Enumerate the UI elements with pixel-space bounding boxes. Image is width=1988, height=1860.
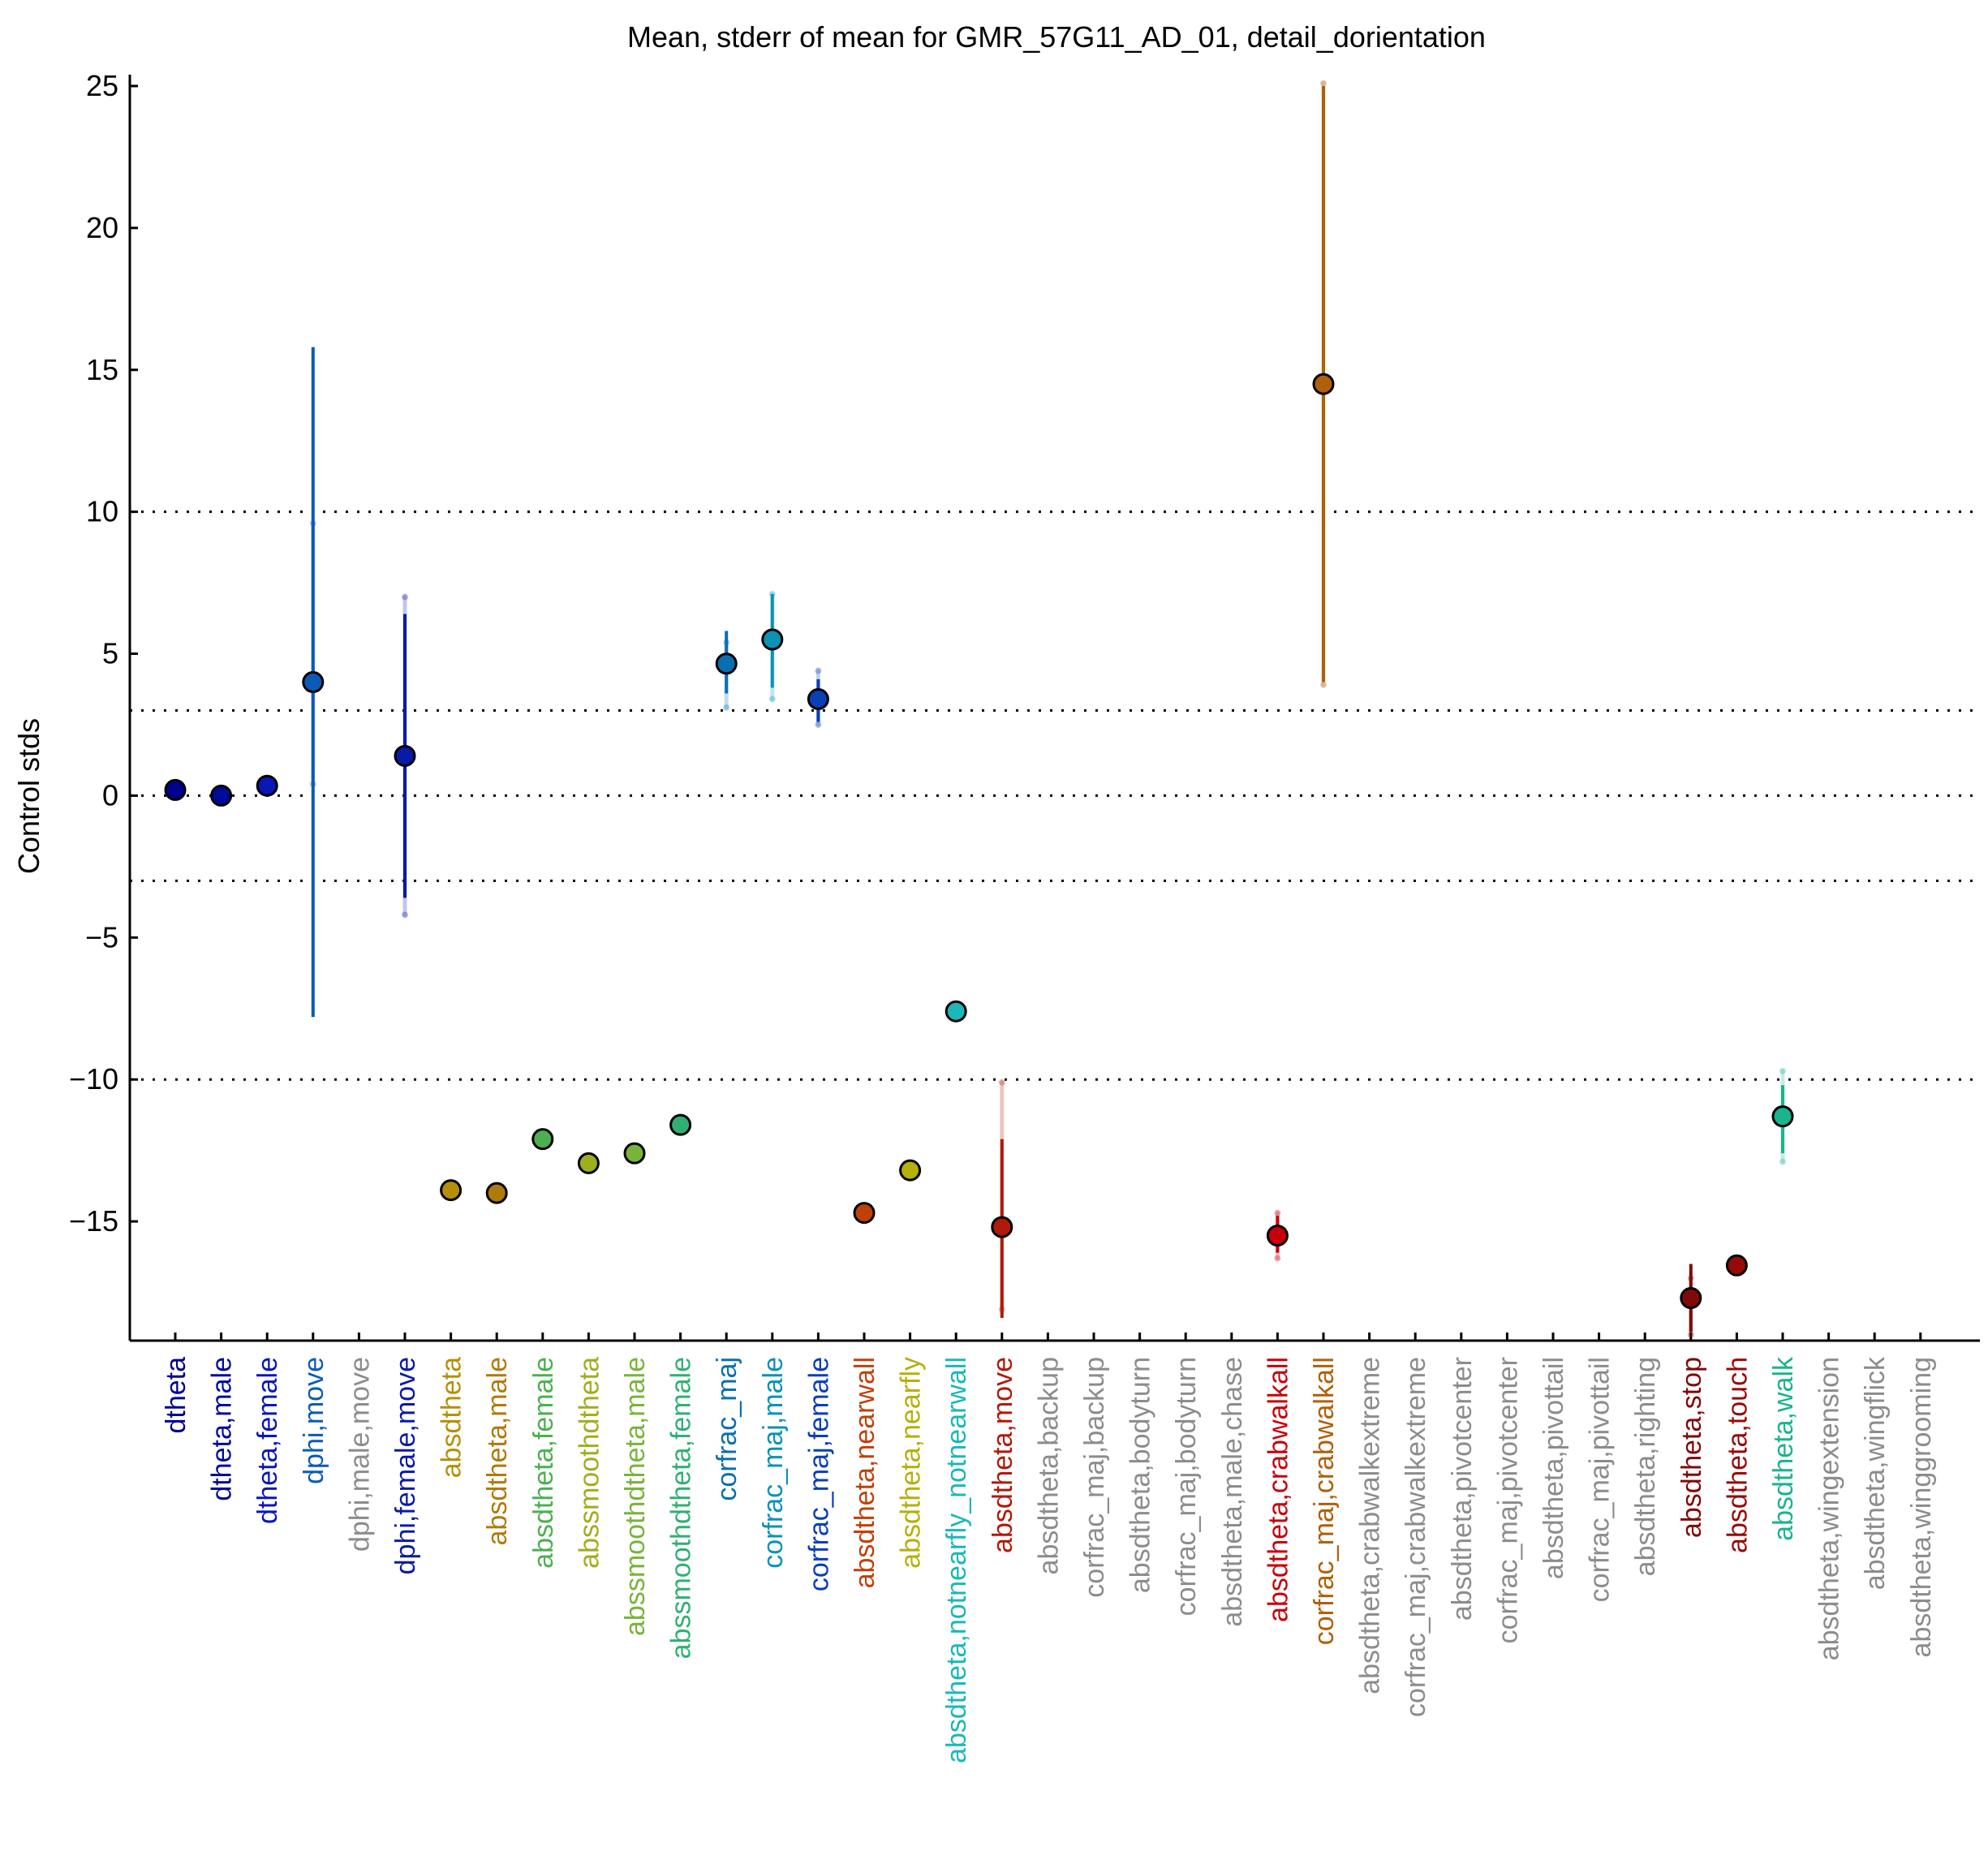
x-tick-label: absdtheta,wingflick xyxy=(1860,1356,1891,1590)
ci-bar-end xyxy=(768,695,776,703)
mean-point xyxy=(1266,1225,1289,1247)
mean-point xyxy=(1771,1105,1794,1128)
x-tick-label: corfrac_maj,pivottail xyxy=(1585,1357,1616,1602)
mean-point xyxy=(210,784,233,807)
x-tick-label: absdtheta,pivottail xyxy=(1538,1357,1569,1579)
x-tick-label: abssmoothdtheta xyxy=(574,1357,605,1569)
mean-markers xyxy=(164,372,1794,1310)
mean-point xyxy=(164,778,187,801)
ci-bar-end xyxy=(1274,1209,1281,1216)
mean-point xyxy=(1312,372,1335,395)
y-axis-label: Control stds xyxy=(12,718,45,874)
x-tick-label: absdtheta,touch xyxy=(1722,1357,1753,1553)
x-tick-label: corfrac_maj,crabwalkall xyxy=(1309,1357,1340,1645)
y-tick-label: 0 xyxy=(102,778,118,812)
x-axis-ticks: dtheta dtheta,male dtheta,female dphi,move d… xyxy=(161,1333,1937,1763)
chart-title: Mean, stderr of mean for GMR_57G11_AD_01… xyxy=(627,20,1486,54)
x-tick-label: absdtheta,crabwalkall xyxy=(1263,1357,1293,1622)
x-tick-label: absdtheta,pivotcenter xyxy=(1447,1357,1478,1621)
mean-point xyxy=(485,1182,508,1204)
ci-bar-end xyxy=(815,667,822,674)
x-tick-label: absdtheta,righting xyxy=(1630,1357,1661,1576)
ci-bar-end xyxy=(1274,1255,1281,1262)
x-tick-label: absdtheta,walk xyxy=(1768,1356,1799,1541)
x-tick-label: absdtheta,bodyturn xyxy=(1125,1357,1156,1593)
x-tick-label: dtheta,female xyxy=(252,1357,283,1524)
x-tick-label: dtheta,male xyxy=(207,1357,238,1501)
ci-bar-end xyxy=(998,1079,1005,1086)
mean-point xyxy=(1680,1287,1702,1310)
ci-bar-end xyxy=(1320,682,1327,689)
mean-point xyxy=(531,1128,554,1151)
x-tick-label: corfrac_maj,backup xyxy=(1079,1357,1110,1598)
x-tick-label: corfrac_maj,pivotcenter xyxy=(1492,1357,1523,1643)
ci-bar-end xyxy=(815,721,822,728)
ci-bar-end xyxy=(1779,1067,1786,1074)
y-tick-label: −15 xyxy=(69,1204,118,1238)
error-bars xyxy=(309,80,1786,1339)
x-tick-label: absdtheta,male,chase xyxy=(1217,1357,1248,1627)
ci-bar-end xyxy=(1687,1332,1694,1339)
x-tick-label: corfrac_maj,bodyturn xyxy=(1171,1357,1202,1616)
mean-point xyxy=(577,1152,600,1174)
mean-point xyxy=(715,652,738,675)
y-tick-label: 15 xyxy=(86,353,118,386)
y-tick-label: −5 xyxy=(85,920,118,954)
mean-point xyxy=(761,628,784,651)
x-tick-label: absdtheta,move xyxy=(988,1357,1018,1553)
x-tick-label: abssmoothdtheta,male xyxy=(620,1357,651,1636)
x-tick-label: corfrac_maj xyxy=(712,1357,742,1501)
x-tick-label: absdtheta,female xyxy=(528,1357,559,1569)
mean-point xyxy=(394,744,416,767)
x-tick-label: absdtheta,crabwalkextreme xyxy=(1355,1357,1386,1694)
mean-point xyxy=(807,688,829,711)
ci-bar-end xyxy=(1320,80,1327,87)
x-tick-label: absdtheta,backup xyxy=(1033,1357,1064,1574)
y-tick-label: −10 xyxy=(69,1062,118,1096)
x-tick-label: corfrac_maj,female xyxy=(803,1357,834,1591)
x-tick-label: corfrac_maj,male xyxy=(758,1357,789,1569)
x-tick-label: absdtheta,nearfly xyxy=(896,1357,927,1569)
x-tick-label: absdtheta,nearwall xyxy=(850,1357,880,1588)
mean-point xyxy=(853,1202,876,1225)
y-tick-label: 5 xyxy=(102,637,118,670)
mean-point xyxy=(256,774,278,797)
x-tick-label: absdtheta,male xyxy=(482,1357,513,1546)
x-tick-label: dphi,male,move xyxy=(344,1357,375,1552)
mean-point xyxy=(899,1159,922,1182)
mean-point xyxy=(669,1113,692,1136)
reference-lines xyxy=(130,510,1980,1081)
mean-point xyxy=(1725,1254,1748,1277)
ci-bar-end xyxy=(723,704,730,711)
x-tick-label: dphi,move xyxy=(299,1357,329,1484)
x-tick-label: absdtheta,winggrooming xyxy=(1906,1357,1937,1657)
y-axis-ticks: 25 20 15 10 5 0 −5 −10 −15 xyxy=(69,69,138,1238)
ci-bar-end xyxy=(1779,1158,1786,1165)
x-tick-label: abssmoothdtheta,female xyxy=(666,1357,697,1659)
x-tick-label: corfrac_maj,crabwalkextreme xyxy=(1401,1357,1431,1717)
x-tick-label: absdtheta xyxy=(437,1357,467,1478)
y-tick-label: 10 xyxy=(86,495,118,528)
x-tick-label: absdtheta,notnearfly_notnearwall xyxy=(941,1357,972,1763)
mean-point xyxy=(945,1000,967,1023)
y-tick-label: 25 xyxy=(86,69,118,102)
y-tick-label: 20 xyxy=(86,211,118,244)
ci-bar-end xyxy=(402,593,408,601)
x-tick-label: absdtheta,wingextension xyxy=(1814,1357,1845,1660)
x-tick-label: dtheta xyxy=(161,1357,191,1434)
ci-bar-end xyxy=(402,911,408,919)
mean-point xyxy=(440,1179,463,1202)
mean-point xyxy=(302,671,325,694)
x-tick-label: absdtheta,stop xyxy=(1676,1357,1707,1538)
x-tick-label: dphi,female,move xyxy=(390,1357,421,1574)
mean-point xyxy=(623,1142,646,1165)
mean-point xyxy=(991,1216,1013,1238)
